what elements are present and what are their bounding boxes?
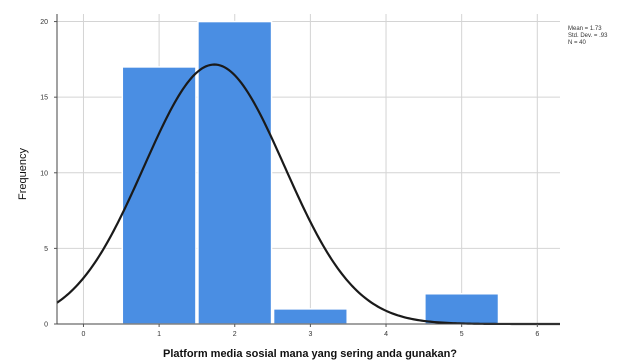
stats-std: Std. Dev. = .93	[568, 33, 608, 39]
x-tick-label: 3	[308, 331, 312, 338]
x-tick-label: 2	[233, 331, 237, 338]
y-tick-label: 5	[44, 246, 48, 253]
histogram-bar	[121, 66, 197, 325]
ticks-layer: 0 1 2 3 4 5 6 0 5 10 15 20	[40, 19, 539, 338]
y-axis-title: Frequency	[17, 148, 29, 200]
stats-box: Mean = 1.73 Std. Dev. = .93 N = 40	[568, 26, 608, 46]
x-axis-title: Platform media sosial mana yang sering a…	[163, 348, 457, 360]
y-tick-label: 20	[40, 19, 48, 26]
histogram-bar	[197, 20, 273, 325]
x-tick-label: 6	[535, 331, 539, 338]
y-tick-label: 0	[44, 322, 48, 329]
histogram-bar	[272, 308, 348, 325]
x-tick-label: 1	[157, 331, 161, 338]
histogram-bar	[424, 293, 500, 325]
x-tick-label: 4	[384, 331, 388, 338]
stats-mean: Mean = 1.73	[568, 26, 602, 32]
axes-layer	[56, 14, 560, 325]
x-tick-label: 0	[82, 331, 86, 338]
y-tick-label: 10	[40, 170, 48, 177]
bars-layer	[121, 20, 500, 325]
x-tick-label: 5	[460, 331, 464, 338]
stats-n: N = 40	[568, 40, 587, 46]
y-tick-label: 15	[40, 95, 48, 102]
